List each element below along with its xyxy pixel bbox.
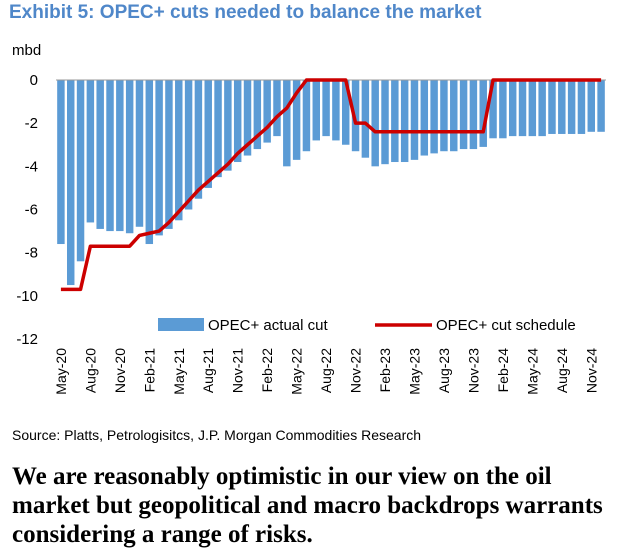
bar-Dec-23 <box>479 80 487 147</box>
commentary-text: We are reasonably optimistic in our view… <box>12 463 603 548</box>
bar-Mar-21 <box>155 80 163 236</box>
x-tick-label: Feb-21 <box>141 348 157 393</box>
x-tick-label: Feb-23 <box>377 348 393 393</box>
x-tick-label: May-20 <box>53 348 69 395</box>
x-axis-ticks: May-20 Aug-20 Nov-20 Feb-21 May-21 Aug-21 Nov-… <box>53 348 599 395</box>
bar-Mar-24 <box>508 80 517 137</box>
bar-Jul-20 <box>76 80 85 262</box>
x-tick-label: May-21 <box>171 348 187 395</box>
bar-Jul-21 <box>194 80 203 199</box>
x-tick-label: May-23 <box>406 348 422 395</box>
bar-Aug-22 <box>322 80 330 137</box>
y-tick-label: -12 <box>16 331 38 348</box>
bar-Feb-23 <box>381 80 389 165</box>
x-tick-label: Nov-22 <box>348 348 364 393</box>
bar-Jul-23 <box>430 80 438 154</box>
bar-May-21 <box>175 80 183 221</box>
y-tick-label: -10 <box>16 288 38 305</box>
bar-Nov-20 <box>116 80 124 232</box>
y-tick-label: -4 <box>25 158 38 175</box>
bar-Aug-24 <box>558 80 566 134</box>
bar-Jan-24 <box>489 80 497 139</box>
bar-Jun-23 <box>420 80 429 156</box>
bar-Mar-23 <box>391 80 399 163</box>
bar-Apr-21 <box>165 80 173 229</box>
x-tick-label: May-22 <box>289 348 305 395</box>
bar-Apr-22 <box>283 80 291 167</box>
bar-May-20 <box>57 80 65 245</box>
x-tick-label: Nov-24 <box>583 348 599 393</box>
bar-Oct-22 <box>342 80 350 145</box>
bar-Oct-20 <box>106 80 114 232</box>
bar-Feb-24 <box>499 80 507 139</box>
y-axis-ticks: 0 -2 -4 -6 -8 -10 -12 <box>16 72 38 348</box>
chart-title: Exhibit 5: OPEC+ cuts needed to balance … <box>9 2 482 23</box>
bar-Jun-24 <box>538 80 546 137</box>
bar-Dec-22 <box>361 80 370 158</box>
bar-Jun-21 <box>184 80 193 210</box>
bar-Jan-23 <box>371 80 379 167</box>
legend-label-cut-schedule: OPEC+ cut schedule <box>436 317 576 334</box>
bar-Oct-21 <box>224 80 232 171</box>
bar-Dec-21 <box>243 80 252 156</box>
opec-cut-chart: 0 -2 -4 -6 -8 -10 -12 May-20 Aug-20 Nov-20 Feb-21… <box>16 72 606 395</box>
x-tick-label: Aug-24 <box>554 348 570 393</box>
legend-swatch-actual-cut <box>158 318 204 331</box>
bar-Jul-22 <box>312 80 320 141</box>
bar-Feb-21 <box>145 80 154 245</box>
bar-Sep-23 <box>450 80 458 152</box>
chart-legend: OPEC+ actual cut OPEC+ cut schedule <box>158 317 576 334</box>
bar-Mar-22 <box>273 80 281 137</box>
x-tick-label: Nov-23 <box>465 348 481 393</box>
legend-label-actual-cut: OPEC+ actual cut <box>208 317 328 334</box>
x-tick-label: Aug-23 <box>436 348 452 393</box>
bar-Apr-24 <box>518 80 527 137</box>
bar-Apr-23 <box>400 80 409 163</box>
y-tick-label: -8 <box>25 245 38 262</box>
bar-Nov-24 <box>587 80 595 132</box>
x-tick-label: Feb-22 <box>259 348 275 393</box>
bar-Jan-21 <box>135 80 144 227</box>
bar-Aug-21 <box>204 80 212 188</box>
y-tick-label: 0 <box>30 72 38 89</box>
x-tick-label: Feb-24 <box>495 348 511 393</box>
x-tick-label: Aug-21 <box>200 348 216 393</box>
source-note: Source: Platts, Petrologisitcs, J.P. Mor… <box>12 427 422 443</box>
bar-Dec-20 <box>125 80 134 234</box>
bar-Jun-20 <box>67 80 75 286</box>
cut-schedule-line <box>60 78 602 292</box>
bar-Aug-23 <box>440 80 448 152</box>
x-tick-label: Nov-20 <box>112 348 128 393</box>
bar-May-23 <box>410 80 419 160</box>
bar-May-22 <box>292 80 301 160</box>
bar-Jul-24 <box>548 80 556 134</box>
x-tick-label: Aug-22 <box>318 348 334 393</box>
bar-Jun-22 <box>302 80 311 152</box>
bar-Feb-22 <box>263 80 271 143</box>
x-tick-label: May-24 <box>524 348 540 395</box>
bar-Jan-22 <box>253 80 262 150</box>
bar-Dec-24 <box>597 80 605 132</box>
y-tick-label: -2 <box>25 115 38 132</box>
bar-Nov-23 <box>469 80 478 150</box>
bar-Aug-20 <box>86 80 95 223</box>
x-tick-label: Aug-20 <box>82 348 98 393</box>
bar-Sep-21 <box>214 80 222 178</box>
actual-cut-bars <box>57 80 605 286</box>
bar-Oct-24 <box>577 80 586 134</box>
bar-Sep-22 <box>332 80 340 141</box>
bar-Sep-24 <box>567 80 576 134</box>
y-tick-label: -6 <box>25 202 38 219</box>
bar-Nov-21 <box>233 80 242 163</box>
bar-Sep-20 <box>96 80 104 229</box>
bar-May-24 <box>528 80 537 137</box>
bar-Oct-23 <box>459 80 468 150</box>
x-tick-label: Nov-21 <box>230 348 246 393</box>
y-axis-unit-label: mbd <box>12 42 42 59</box>
